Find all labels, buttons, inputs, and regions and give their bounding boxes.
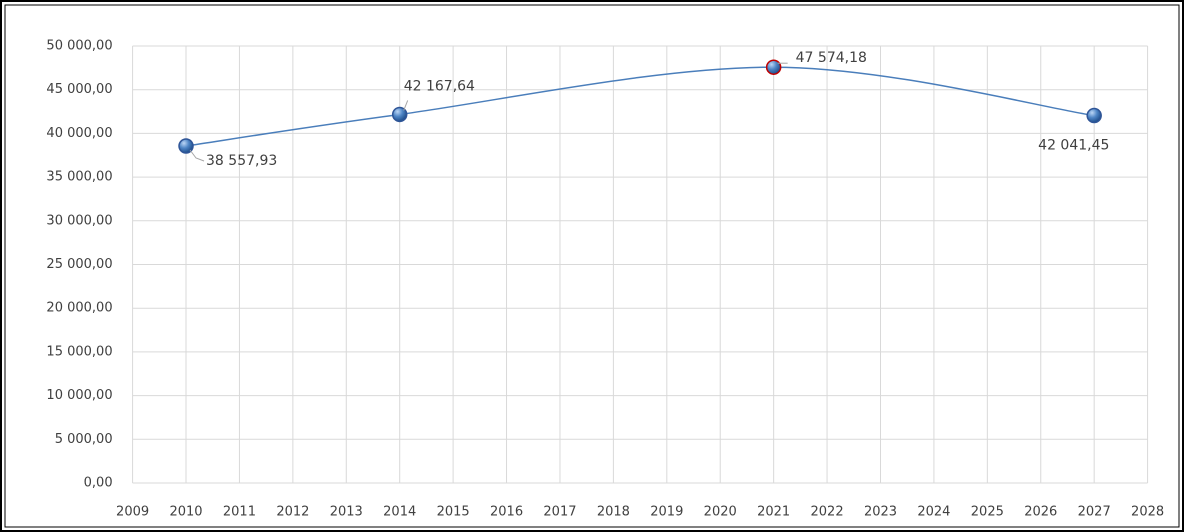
y-tick-label: 0,00	[84, 476, 113, 491]
x-tick-label: 2020	[704, 505, 737, 520]
x-tick-label: 2010	[169, 505, 202, 520]
point	[391, 106, 408, 123]
y-tick-label: 20 000,00	[46, 301, 112, 316]
x-tick-label: 2011	[223, 505, 256, 520]
x-tick-label: 2015	[437, 505, 470, 520]
data-label: 42 041,45	[1038, 138, 1109, 154]
data-label: 38 557,93	[206, 153, 277, 169]
series-line	[185, 66, 1095, 147]
x-tick-label: 2013	[330, 505, 363, 520]
x-tick-label: 2024	[917, 505, 950, 520]
x-tick-label: 2018	[597, 505, 630, 520]
data-label: 42 167,64	[404, 78, 475, 94]
x-tick-label: 2017	[543, 505, 576, 520]
x-tick-label: 2026	[1024, 505, 1057, 520]
x-tick-label: 2023	[864, 505, 897, 520]
frame-inner	[4, 4, 1180, 528]
y-tick-label: 25 000,00	[46, 257, 112, 272]
point	[1086, 107, 1102, 124]
y-tick-label: 5 000,00	[55, 432, 113, 447]
y-tick-label: 30 000,00	[46, 213, 112, 228]
x-tick-label: 2009	[116, 505, 149, 520]
y-tick-label: 45 000,00	[46, 82, 112, 97]
x-tick-label: 2022	[811, 505, 844, 520]
y-tick-label: 15 000,00	[46, 344, 112, 359]
x-tick-label: 2027	[1078, 505, 1111, 520]
x-tick-label: 2025	[971, 505, 1004, 520]
y-tick-label: 40 000,00	[46, 126, 112, 141]
y-tick-label: 10 000,00	[46, 388, 112, 403]
leader-line	[403, 100, 409, 111]
x-tick-label: 2021	[757, 505, 790, 520]
data-label: 47 574,18	[796, 50, 867, 66]
point	[178, 138, 194, 154]
x-tick-label: 2016	[490, 505, 523, 520]
x-tick-label: 2012	[276, 505, 309, 520]
leader-line	[189, 149, 205, 162]
x-tick-label: 2014	[383, 505, 416, 520]
y-tick-label: 50 000,00	[46, 39, 112, 54]
point	[765, 59, 782, 75]
x-tick-label: 2028	[1131, 505, 1164, 520]
x-tick-label: 2019	[650, 505, 683, 520]
y-tick-label: 35 000,00	[46, 170, 112, 185]
